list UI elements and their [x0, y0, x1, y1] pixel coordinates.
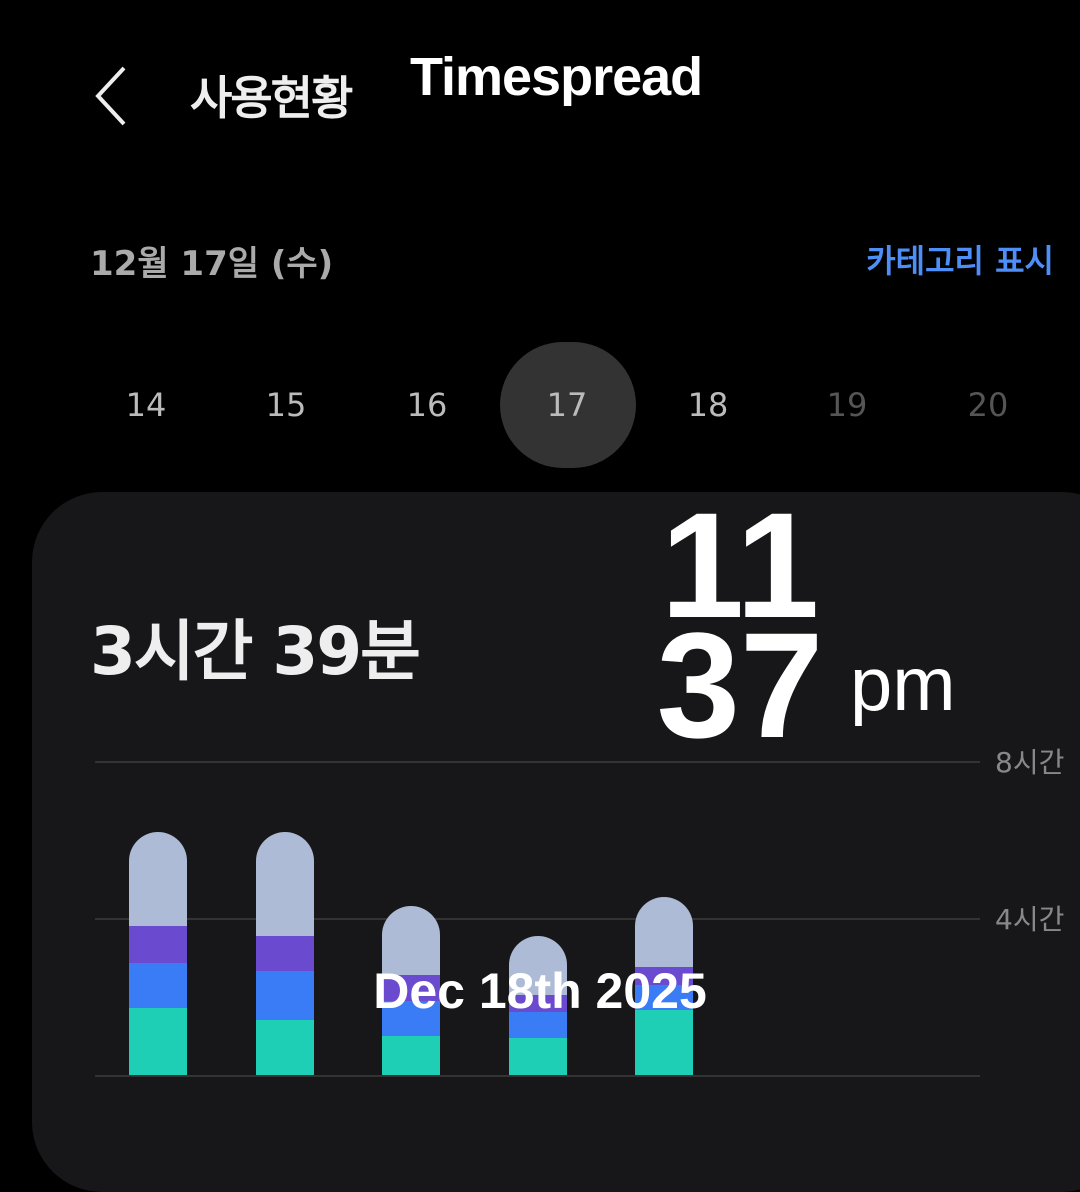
usage-bar[interactable]	[509, 935, 567, 1075]
day-19[interactable]: 19	[826, 386, 868, 424]
gridline	[95, 761, 980, 764]
bar-segment	[635, 984, 693, 1011]
day-16[interactable]: 16	[406, 386, 448, 424]
bar-segment	[509, 994, 567, 1013]
bar-segment	[635, 1010, 693, 1075]
bar-segment	[635, 896, 693, 968]
bar-segment	[635, 967, 693, 985]
bar-segment	[382, 975, 440, 1001]
back-button[interactable]	[92, 62, 132, 132]
bar-segment	[256, 831, 314, 936]
page-title: 사용현황	[190, 71, 353, 125]
y-tick-label: 4시간	[995, 903, 1065, 937]
clock-ampm: pm	[850, 642, 956, 727]
bar-segment	[129, 926, 187, 964]
bar-segment	[129, 1008, 187, 1075]
day-20[interactable]: 20	[967, 386, 1009, 424]
brand-watermark: Timespread	[410, 47, 703, 107]
bar-segment	[129, 963, 187, 1009]
usage-bar[interactable]	[635, 896, 693, 1075]
bar-segment	[256, 935, 314, 972]
day-17[interactable]: 17	[546, 386, 588, 424]
clock-minute: 37	[656, 601, 824, 769]
usage-card	[32, 492, 1080, 1192]
day-14[interactable]: 14	[125, 386, 167, 424]
bar-segment	[256, 1020, 314, 1075]
bar-segment	[509, 1037, 567, 1075]
day-18[interactable]: 18	[687, 386, 729, 424]
show-category-button[interactable]: 카테고리 표시	[866, 242, 1054, 280]
chevron-left-icon	[95, 66, 126, 126]
date-label: 12월 17일 (수)	[90, 244, 334, 284]
gridline	[95, 918, 980, 921]
clock-overlay: 11 37	[640, 481, 840, 769]
bar-segment	[129, 831, 187, 927]
usage-bar[interactable]	[256, 831, 314, 1075]
selected-day-highlight	[500, 342, 636, 468]
bar-segment	[382, 906, 440, 976]
bar-segment	[256, 971, 314, 1021]
clock-hour: 11	[660, 481, 820, 649]
total-usage: 3시간 39분	[90, 613, 421, 690]
usage-bar[interactable]	[382, 906, 440, 1075]
overlay-date: Dec 18th 2025	[373, 963, 707, 1019]
bar-segment	[382, 1035, 440, 1075]
bar-segment	[509, 935, 567, 995]
bar-segment	[509, 1012, 567, 1038]
y-tick-label: 8시간	[995, 746, 1065, 780]
day-15[interactable]: 15	[265, 386, 307, 424]
chart-baseline	[95, 1075, 980, 1077]
bar-segment	[382, 1000, 440, 1036]
usage-bar[interactable]	[129, 831, 187, 1075]
